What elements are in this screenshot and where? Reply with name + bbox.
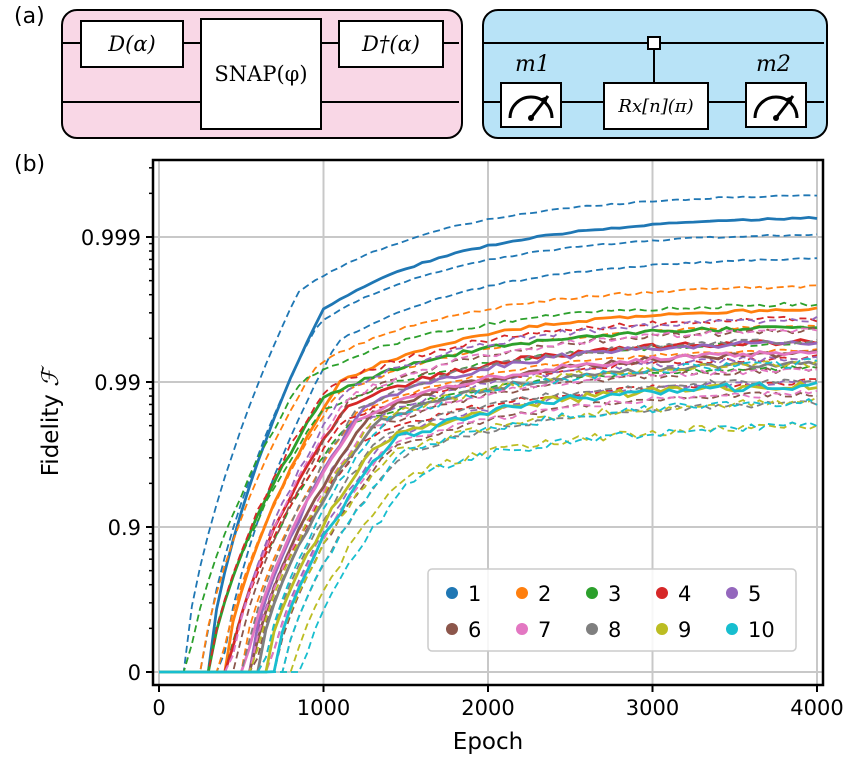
rotation-gate-label: Rx[n](π) [618,95,694,117]
x-axis-label: Epoch [453,729,523,755]
series-1-run [159,233,818,673]
displacement-gate: D(α) [80,20,184,68]
x-tick-label: 0 [152,696,165,720]
meter2 [745,82,807,128]
legend-label: 6 [468,618,481,642]
displacement-gate-label: D(α) [108,32,156,56]
meter1 [500,82,562,128]
legend-marker [586,623,598,635]
series-5-line [159,339,818,674]
series-3-run [159,365,818,673]
legend-label: 1 [468,582,481,606]
series-1-run [159,194,818,673]
snap-gate-label: SNAP(φ) [214,62,308,86]
y-tick-label: 0.999 [81,226,141,250]
rotation-gate: Rx[n](π) [603,82,709,130]
series-10-line [159,381,818,674]
series-3-run [159,301,818,673]
series-10-run [159,421,818,673]
meter1-label: m1 [515,52,550,77]
panel-b-label: (b) [14,152,46,177]
legend-label: 4 [678,582,691,606]
legend-label: 5 [748,582,761,606]
y-axis-symbol: ℱ [38,365,64,387]
legend-marker [586,587,598,599]
meter-icon [508,95,554,121]
meter2-label: m2 [756,52,791,77]
legend-label: 10 [748,618,775,642]
series-9-run [159,396,818,673]
legend-marker [726,623,738,635]
series-4-run [159,315,818,673]
legend-label: 3 [608,582,621,606]
y-tick-label: 0.99 [94,371,141,395]
y-axis-label: Fidelity ℱ [38,365,64,476]
series-2-run [159,284,818,673]
legend: 1 2 3 4 5 6 7 8 9 10 [427,568,797,652]
series-5-run [159,316,818,673]
y-tick-label: 0 [128,661,141,685]
series-8-line [159,360,818,674]
series-6-run [159,391,818,673]
panel-a-label: (a) [14,4,45,29]
series-lines [159,194,818,674]
meter-icon [753,95,799,121]
legend-marker [516,623,528,635]
series-7-run [159,327,818,673]
series-9-run [159,359,818,673]
series-8-run [159,338,818,673]
legend-label: 7 [538,618,551,642]
x-tick-label: 4000 [790,696,843,720]
x-tick-label: 2000 [461,696,514,720]
displacement-dagger-gate-label: D†(α) [362,32,420,56]
legend-marker [446,587,458,599]
x-tick-label: 1000 [297,696,350,720]
series-6-line [159,349,818,674]
series-1-line [159,215,818,674]
legend-label: 2 [538,582,551,606]
series-2-line [159,306,818,674]
legend-marker [516,587,528,599]
legend-label: 8 [608,618,621,642]
series-7-run [159,367,818,673]
series-10-run [159,398,818,673]
displacement-dagger-gate: D†(α) [338,20,444,68]
series-10-run [159,357,818,673]
control-line [653,42,655,84]
legend-marker [656,587,668,599]
legend-marker [656,623,668,635]
legend-marker [446,623,458,635]
snap-gate: SNAP(φ) [200,18,322,130]
y-tick-label: 0.9 [108,516,141,540]
x-tick-label: 3000 [626,696,679,720]
series-8-run [159,400,818,673]
control-node [647,36,661,50]
legend-label: 9 [678,618,691,642]
legend-marker [726,587,738,599]
series-7-line [159,350,818,674]
